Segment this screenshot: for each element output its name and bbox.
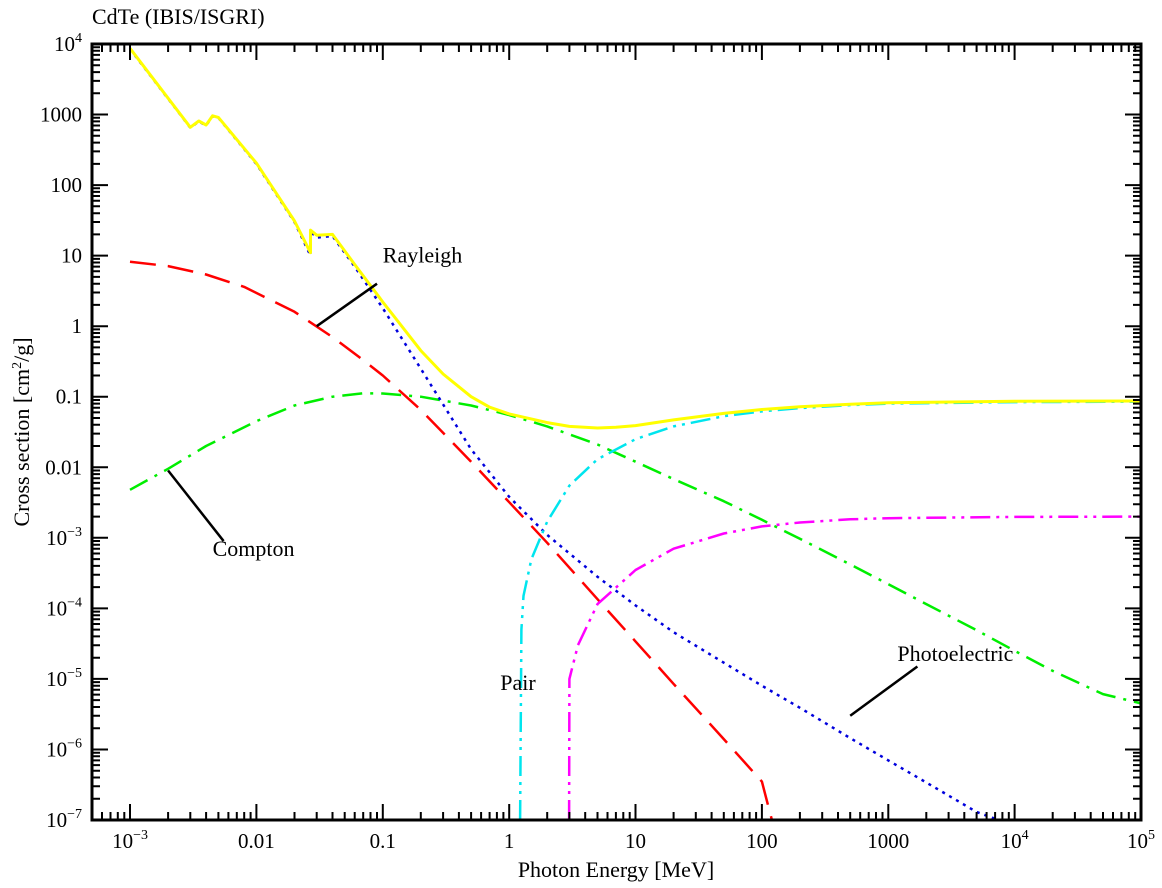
series-compton-line	[129, 392, 1142, 705]
axis-ticks	[91, 43, 1142, 821]
x-axis-title: Photon Energy [MeV]	[518, 857, 714, 882]
annotation-layer: Rayleigh Compton Pair Photoelectric	[167, 242, 1014, 717]
x-tick-label: 1000	[867, 829, 909, 853]
plot-frame	[90, 42, 1143, 822]
x-tick-label: 10	[625, 829, 646, 853]
y-tick-label: 1000	[40, 103, 82, 127]
y-tick-label: 1	[72, 314, 83, 338]
y-axis-title: Cross section [cm2/g]	[9, 337, 34, 526]
x-tick-label: 105	[1127, 828, 1155, 853]
y-tick-label: 104	[54, 31, 82, 56]
x-tick-label: 10−3	[112, 828, 148, 853]
annotation-leader-3	[849, 665, 919, 717]
x-tick-label: 0.1	[370, 829, 396, 853]
series-total-line	[128, 47, 1142, 430]
y-tick-labels: 10−7 10−6 10−5 10−4 10−3 0.01 0.1 1 10 100 1000 104	[40, 31, 82, 832]
x-tick-labels: 10−3 0.01 0.1 1 10 100 1000 104 105	[112, 828, 1155, 853]
x-tick-label: 0.01	[238, 829, 275, 853]
y-tick-label: 10−6	[46, 736, 82, 761]
series-photoelectric-line	[129, 48, 1000, 822]
annotation-label-0: Rayleigh	[383, 242, 462, 267]
y-tick-label: 10−5	[46, 666, 82, 691]
y-tick-label: 0.01	[45, 455, 82, 479]
x-tick-label: 100	[746, 829, 778, 853]
series-layer	[128, 47, 1142, 822]
annotation-label-3: Photoelectric	[897, 641, 1013, 666]
y-tick-label: 10−4	[46, 595, 82, 620]
annotation-label-2: Pair	[500, 670, 536, 695]
annotation-label-1: Compton	[213, 536, 295, 561]
series-nuclear-pair-line	[567, 515, 1142, 821]
ticks-layer	[91, 43, 1142, 821]
annotation-leader-1	[167, 469, 225, 542]
y-tick-label: 10	[61, 244, 82, 268]
y-tick-label: 100	[51, 173, 83, 197]
x-tick-label: 104	[1001, 828, 1029, 853]
x-tick-label: 1	[504, 829, 515, 853]
y-tick-label: 10−3	[46, 525, 82, 550]
annotation-leader-0	[315, 282, 378, 328]
chart-title: CdTe (IBIS/ISGRI)	[92, 4, 265, 29]
y-tick-label: 10−7	[46, 807, 82, 832]
series-pair-line	[518, 400, 1142, 821]
y-tick-label: 0.1	[56, 385, 82, 409]
